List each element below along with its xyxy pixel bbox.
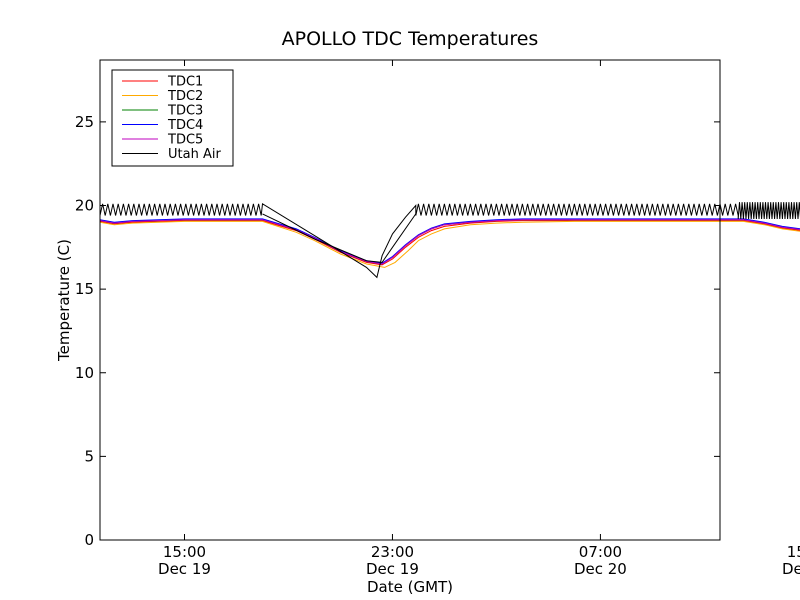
series-line-utah-air — [99, 202, 800, 279]
x-tick-label-time: 23:00 — [371, 543, 414, 561]
x-tick-label-time: 07:00 — [579, 543, 622, 561]
y-tick-label: 0 — [84, 531, 94, 549]
y-tick-label: 15 — [75, 280, 94, 298]
legend-label-tdc1: TDC1 — [167, 75, 203, 90]
legend-label-tdc5: TDC5 — [167, 133, 203, 148]
x-tick-label-date: Dec 19 — [366, 560, 419, 578]
legend-label-tdc3: TDC3 — [167, 104, 203, 119]
x-axis-label: Date (GMT) — [367, 578, 453, 596]
y-tick-label: 5 — [84, 447, 94, 465]
chart-title: APOLLO TDC Temperatures — [282, 28, 539, 50]
x-tick-label-date: Dec 20 — [574, 560, 627, 578]
y-tick-label: 10 — [75, 364, 94, 382]
y-tick-label: 25 — [75, 113, 94, 131]
plot-area-frame — [99, 59, 721, 541]
x-tick-label-time: 15:00 — [787, 543, 800, 561]
legend-label-utah-air: Utah Air — [168, 147, 221, 162]
legend-box — [111, 69, 234, 167]
x-tick-label-time: 15:00 — [163, 543, 206, 561]
series-line-utah-air-segment-1 — [262, 213, 417, 263]
x-tick-label-date: Dec 20 — [782, 560, 800, 578]
x-tick-label-date: Dec 19 — [158, 560, 211, 578]
legend-label-tdc4: TDC4 — [167, 118, 203, 133]
y-axis-label: Temperature (C) — [55, 239, 73, 362]
legend-label-tdc2: TDC2 — [167, 89, 203, 104]
y-tick-label: 20 — [75, 197, 94, 215]
